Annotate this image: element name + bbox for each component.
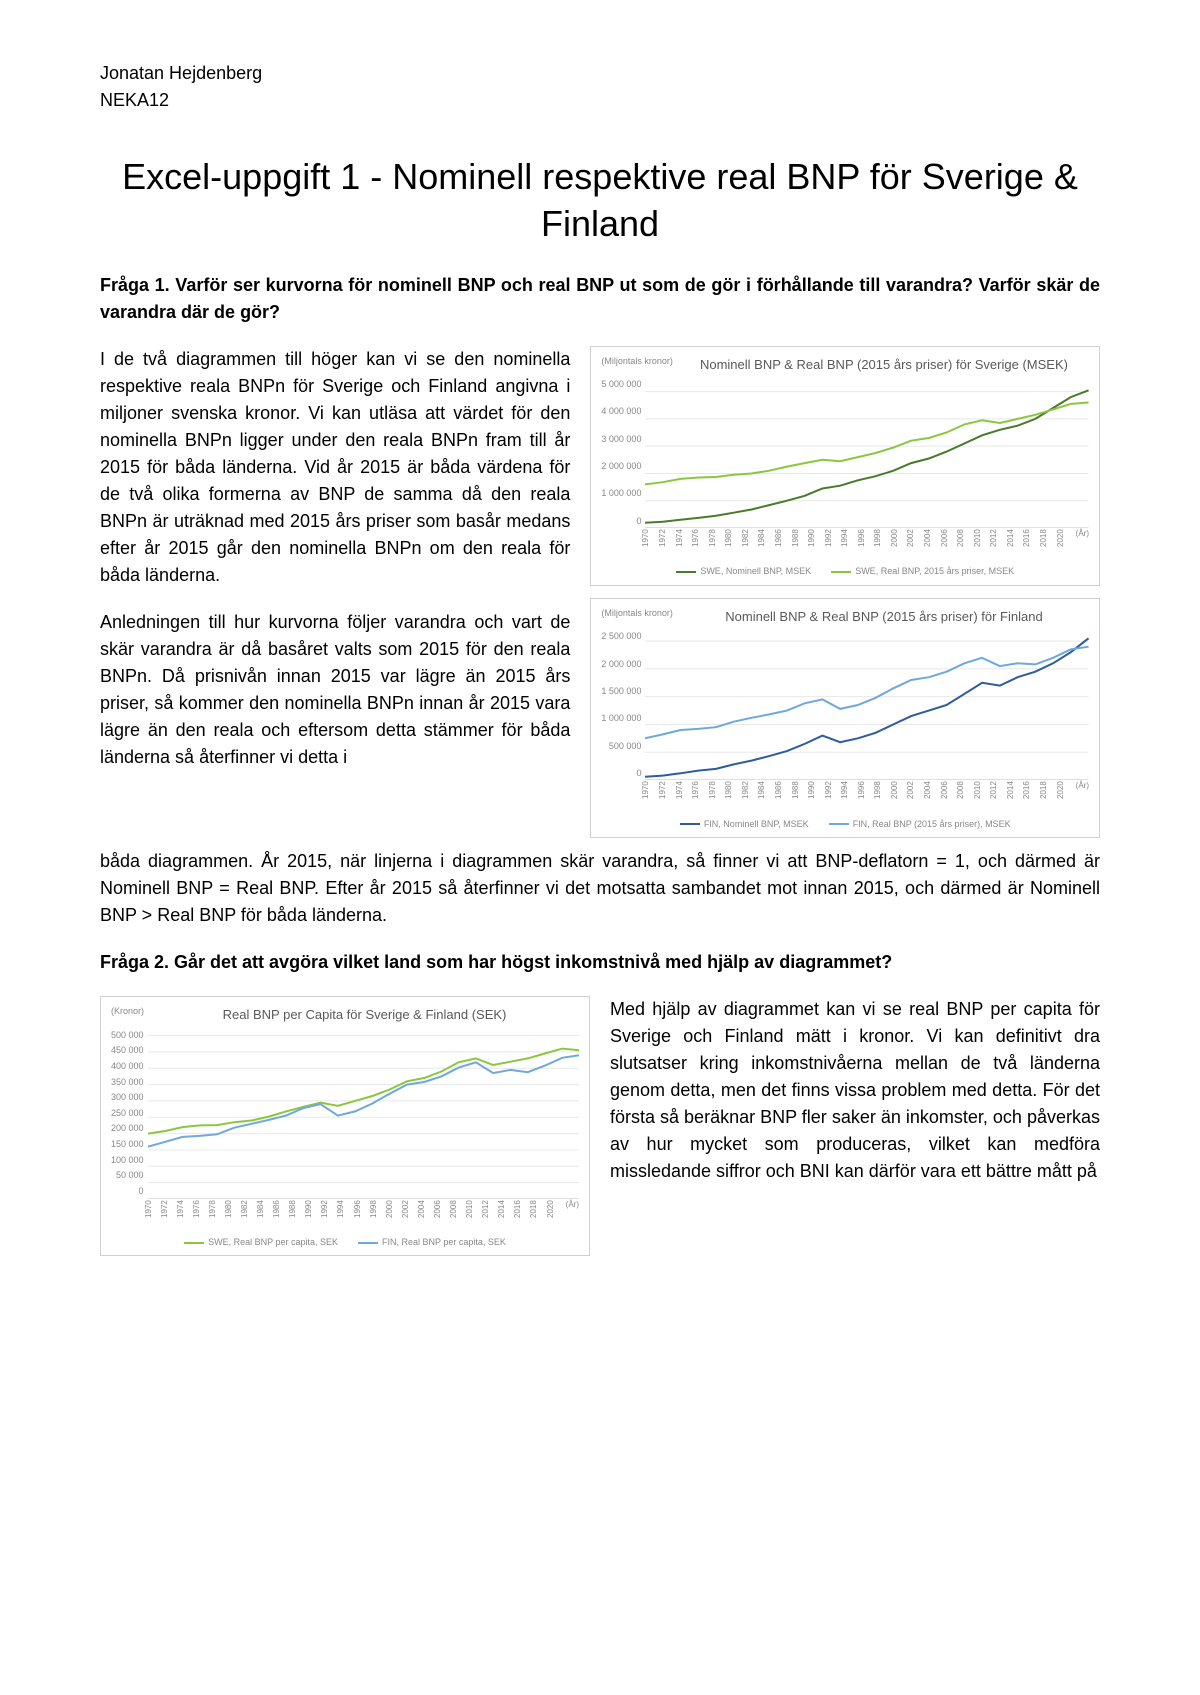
chart-sweden: (Miljontals kronor) Nominell BNP & Real …	[590, 346, 1100, 586]
q1-p3: båda diagrammen. År 2015, när linjerna i…	[100, 848, 1100, 929]
chart-ylabel: (Miljontals kronor)	[601, 607, 673, 621]
chart-legend: FIN, Nominell BNP, MSEKFIN, Real BNP (20…	[601, 816, 1089, 831]
q1-text-column: I de två diagrammen till höger kan vi se…	[100, 346, 570, 839]
q1-heading: Fråga 1. Varför ser kurvorna för nominel…	[100, 272, 1100, 326]
author-name: Jonatan Hejdenberg	[100, 60, 1100, 87]
chart-x-axis: 1970197219741976197819801982198419861988…	[645, 530, 1071, 552]
chart-plot: 1970197219741976197819801982198419861988…	[148, 1029, 579, 1223]
course-code: NEKA12	[100, 87, 1100, 114]
q2-text-column: Med hjälp av diagrammet kan vi se real B…	[610, 996, 1100, 1256]
chart-y-axis: 500 000450 000400 000350 000300 000250 0…	[111, 1029, 148, 1199]
q2-heading: Fråga 2. Går det att avgöra vilket land …	[100, 949, 1100, 976]
q1-p1: I de två diagrammen till höger kan vi se…	[100, 346, 570, 589]
chart-title: Real BNP per Capita för Sverige & Finlan…	[150, 1005, 579, 1025]
chart-plot: 1970197219741976197819801982198419861988…	[645, 378, 1089, 552]
chart-xlabel: (År)	[566, 1199, 579, 1211]
q2-chart-column: (Kronor) Real BNP per Capita för Sverige…	[100, 996, 590, 1256]
chart-ylabel: (Kronor)	[111, 1005, 144, 1019]
doc-header: Jonatan Hejdenberg NEKA12	[100, 60, 1100, 114]
chart-xlabel: (År)	[1076, 528, 1089, 540]
chart-finland: (Miljontals kronor) Nominell BNP & Real …	[590, 598, 1100, 838]
page-title: Excel-uppgift 1 - Nominell respektive re…	[100, 154, 1100, 248]
q1-chart-column: (Miljontals kronor) Nominell BNP & Real …	[590, 346, 1100, 839]
chart-per-capita: (Kronor) Real BNP per Capita för Sverige…	[100, 996, 590, 1256]
q2-section: (Kronor) Real BNP per Capita för Sverige…	[100, 996, 1100, 1256]
chart-x-axis: 1970197219741976197819801982198419861988…	[148, 1201, 562, 1223]
q2-p1: Med hjälp av diagrammet kan vi se real B…	[610, 996, 1100, 1185]
chart-xlabel: (År)	[1076, 780, 1089, 792]
q1-section: I de två diagrammen till höger kan vi se…	[100, 346, 1100, 839]
chart-plot: 1970197219741976197819801982198419861988…	[645, 630, 1089, 804]
chart-ylabel: (Miljontals kronor)	[601, 355, 673, 369]
chart-title: Nominell BNP & Real BNP (2015 års priser…	[679, 607, 1089, 627]
chart-title: Nominell BNP & Real BNP (2015 års priser…	[679, 355, 1089, 375]
chart-y-axis: 5 000 0004 000 0003 000 0002 000 0001 00…	[601, 378, 645, 528]
chart-x-axis: 1970197219741976197819801982198419861988…	[645, 782, 1071, 804]
chart-legend: SWE, Nominell BNP, MSEKSWE, Real BNP, 20…	[601, 564, 1089, 579]
q1-p2: Anledningen till hur kurvorna följer var…	[100, 609, 570, 771]
chart-y-axis: 2 500 0002 000 0001 500 0001 000 000500 …	[601, 630, 645, 780]
chart-legend: SWE, Real BNP per capita, SEKFIN, Real B…	[111, 1235, 579, 1250]
